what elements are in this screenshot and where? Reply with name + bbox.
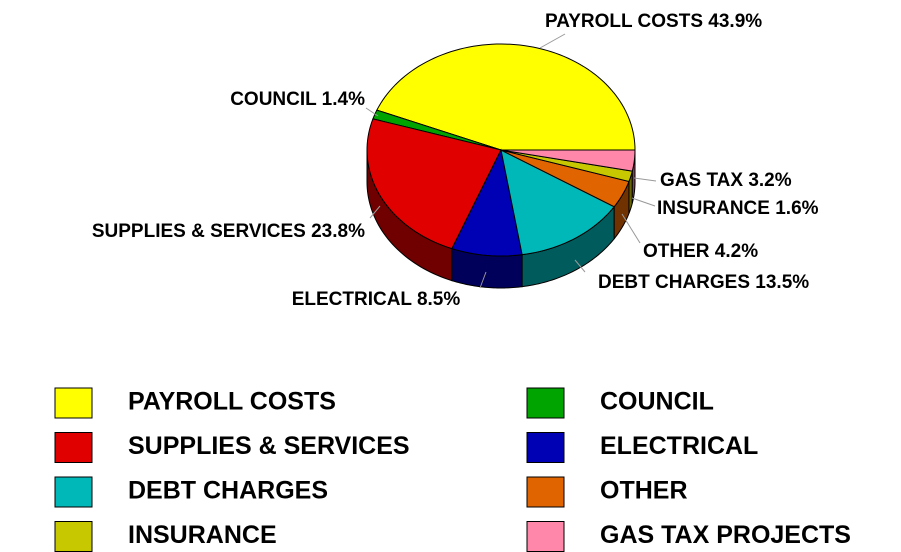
leader-line [539,33,566,49]
slice [376,43,636,151]
pie-tops [366,43,636,257]
leader-line [574,259,586,273]
leader-line [365,107,379,117]
legend-swatch [54,476,93,508]
slice [451,148,523,257]
legend-swatch [54,521,93,552]
legend-label: OTHER [600,477,688,505]
legend-label: ELECTRICAL [600,432,758,460]
slice-label: ELECTRICAL 8.5% [292,289,461,310]
pie-sides [366,149,636,289]
leader-line [621,213,641,244]
slice-label: DEBT CHARGES 13.5% [598,272,809,293]
legend-swatch [54,432,93,463]
leader-line [631,197,656,207]
legend-label: INSURANCE [128,521,277,549]
legend-label: GAS TAX PROJECTS [600,521,851,549]
legend-swatch [54,387,93,419]
slice-label: INSURANCE 1.6% [657,198,819,219]
leader-line [479,271,487,289]
slice-label: OTHER 4.2% [643,241,758,262]
legend-swatch [526,387,565,419]
legend-swatch [526,521,565,552]
legend-label: SUPPLIES & SERVICES [128,432,410,460]
slice-label: GAS TAX 3.2% [660,170,792,191]
legend-swatch [526,476,565,508]
slice-label: COUNCIL 1.4% [230,89,365,110]
legend-label: COUNCIL [600,388,714,416]
slice [500,149,630,208]
slice-label: PAYROLL COSTS 43.9% [545,11,762,32]
legend-label: PAYROLL COSTS [128,388,336,416]
legend-label: DEBT CHARGES [128,477,328,505]
leader-line [369,205,381,219]
legend-swatch [526,432,565,463]
slice [500,149,615,256]
leader-line [633,177,657,182]
slice [500,149,636,172]
slice-label: SUPPLIES & SERVICES 23.8% [92,221,365,242]
